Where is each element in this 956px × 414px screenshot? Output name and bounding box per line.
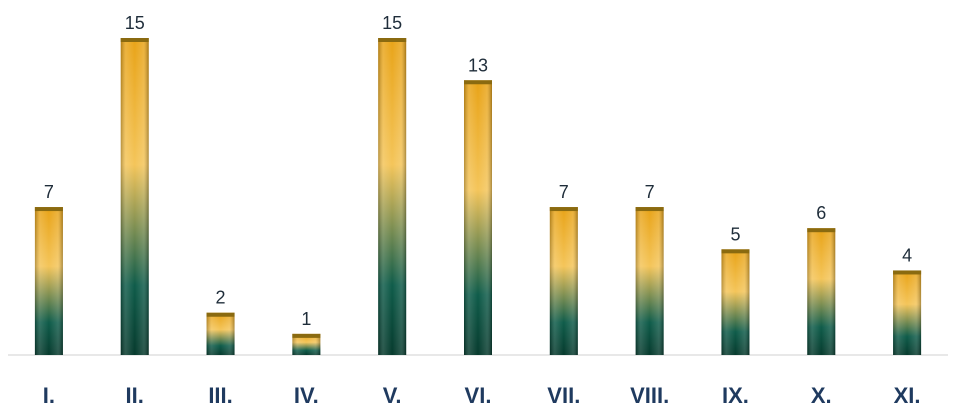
bar bbox=[635, 207, 664, 355]
bar-value-label: 7 bbox=[645, 182, 655, 202]
bar-value-label: 7 bbox=[44, 182, 54, 202]
bar-cap bbox=[292, 333, 321, 338]
bar-value-label: 6 bbox=[816, 203, 826, 223]
bar bbox=[34, 207, 63, 355]
bar-value-label: 4 bbox=[902, 245, 912, 265]
bar-bevel-shade bbox=[893, 270, 922, 355]
x-tick-label: X. bbox=[811, 383, 832, 408]
bar-value-label: 2 bbox=[216, 288, 226, 308]
bar bbox=[378, 38, 407, 355]
bar-cap bbox=[807, 228, 836, 233]
bar bbox=[464, 80, 492, 356]
bar-value-label: 15 bbox=[382, 13, 402, 33]
bar bbox=[206, 312, 235, 355]
bar-cap bbox=[635, 207, 664, 212]
bar-bevel-shade bbox=[635, 207, 664, 355]
bar-bevel-shade bbox=[378, 38, 407, 355]
bar-bevel-shade bbox=[549, 207, 578, 355]
x-tick-label: V. bbox=[383, 383, 402, 408]
bar-cap bbox=[34, 207, 63, 212]
bar-value-label: 13 bbox=[468, 55, 488, 75]
bar-bevel-shade bbox=[464, 80, 492, 356]
bar-bevel-shade bbox=[721, 249, 750, 355]
bars-group bbox=[34, 38, 922, 356]
bar-value-label: 1 bbox=[301, 309, 311, 329]
x-tick-label: VII. bbox=[547, 383, 580, 408]
bar-bevel-shade bbox=[34, 207, 63, 355]
x-tick-label: IV. bbox=[294, 383, 319, 408]
x-tick-label: IX. bbox=[722, 383, 749, 408]
bar bbox=[292, 333, 321, 355]
bar-cap bbox=[721, 249, 750, 254]
bar-value-label: 7 bbox=[559, 182, 569, 202]
bar-bevel-shade bbox=[206, 312, 235, 355]
bar-bevel-shade bbox=[120, 38, 149, 355]
bar-cap bbox=[893, 270, 922, 275]
bar-cap bbox=[378, 38, 407, 42]
x-tick-label: VIII. bbox=[630, 383, 669, 408]
x-tick-label: II. bbox=[126, 383, 144, 408]
category-labels-group: I. II. III. IV. V. VI. VII. VIII. IX. X. XI. bbox=[43, 383, 921, 408]
bar-cap bbox=[120, 38, 149, 42]
x-tick-label: III. bbox=[208, 383, 232, 408]
bar bbox=[721, 249, 750, 355]
bar-cap bbox=[549, 207, 578, 212]
bar-bevel-shade bbox=[292, 333, 321, 355]
bar-cap bbox=[206, 312, 235, 317]
bar-bevel-shade bbox=[807, 228, 836, 355]
bar-cap bbox=[464, 80, 492, 85]
x-tick-label: VI. bbox=[465, 383, 492, 408]
x-tick-label: XI. bbox=[894, 383, 921, 408]
bar bbox=[893, 270, 922, 355]
bar bbox=[549, 207, 578, 355]
value-labels-group: 7 15 2 1 15 13 7 7 5 6 4 bbox=[44, 13, 912, 329]
bar bbox=[807, 228, 836, 355]
bar bbox=[120, 38, 149, 355]
x-tick-label: I. bbox=[43, 383, 55, 408]
bar-value-label: 5 bbox=[730, 224, 740, 244]
bar-value-label: 15 bbox=[125, 13, 145, 33]
